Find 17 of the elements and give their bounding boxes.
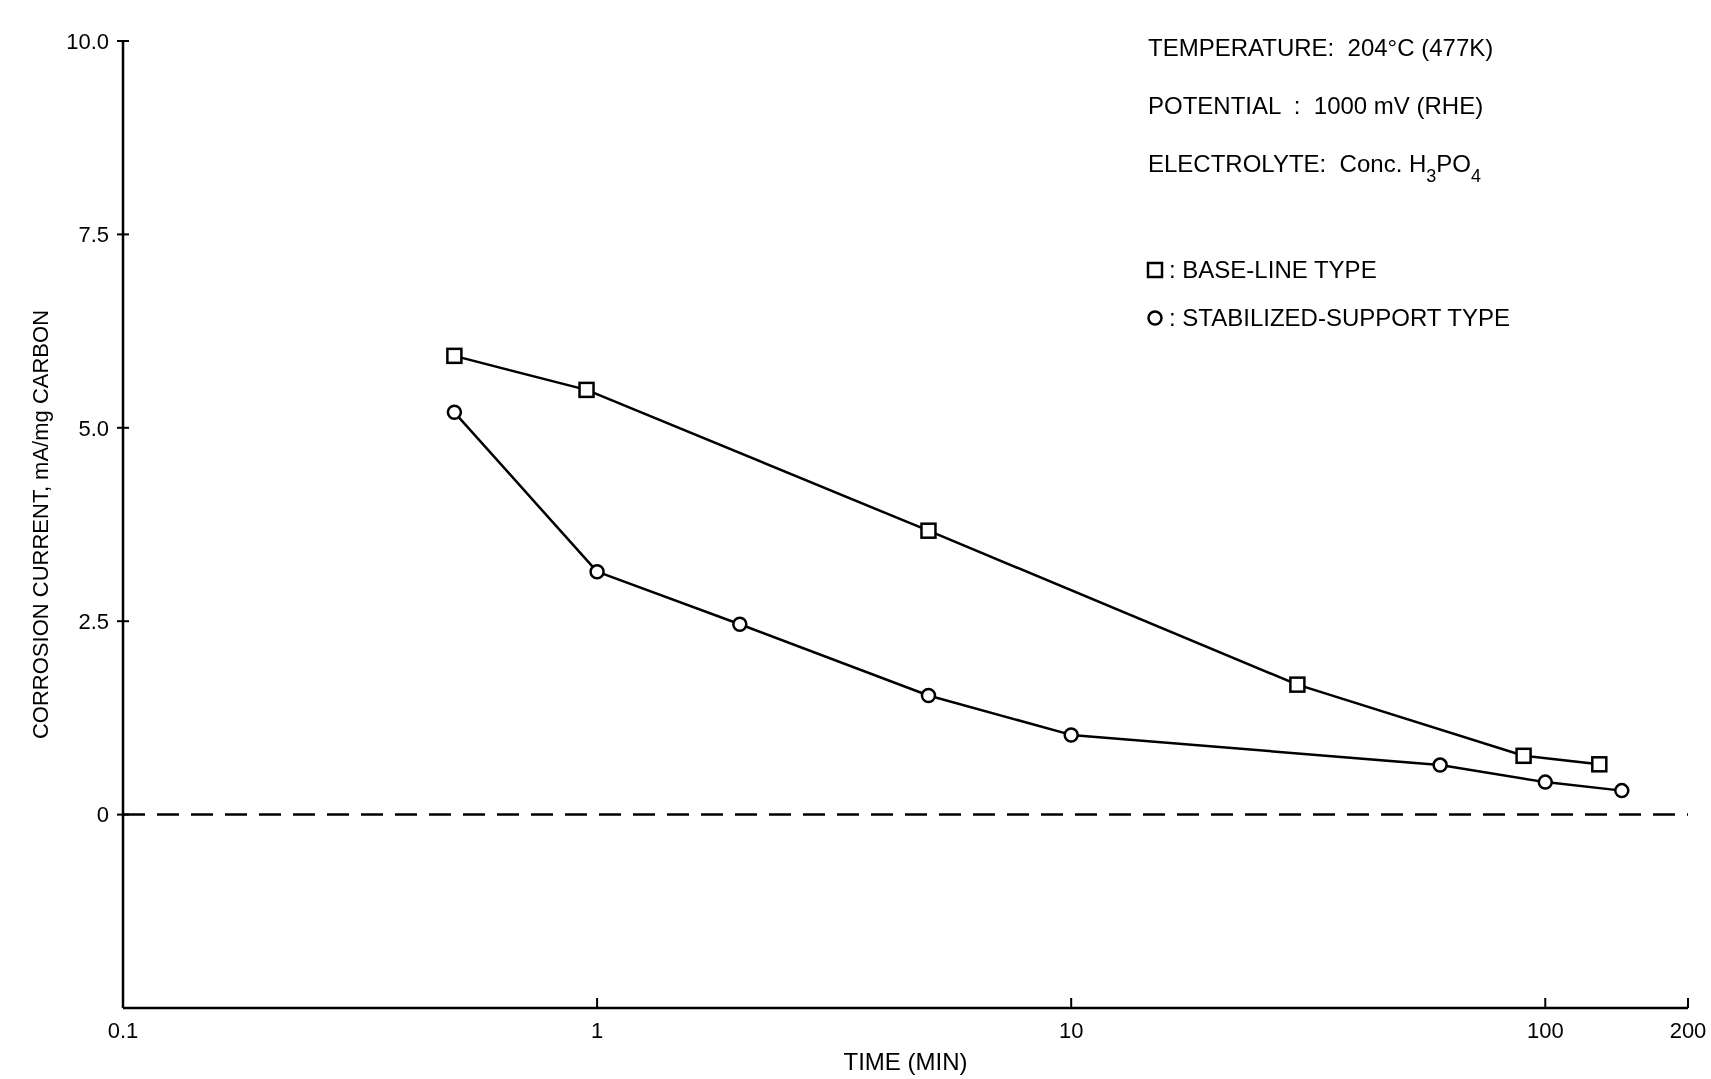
- y-tick-label: 10.0: [66, 28, 109, 54]
- y-tick-label: 0: [96, 802, 109, 828]
- x-tick-label: 0.1: [107, 1018, 139, 1043]
- x-tick-label: 200: [1669, 1018, 1707, 1043]
- annotation: TEMPERATURE: 204°C (477K): [1148, 34, 1494, 61]
- x-tick-label: 100: [1526, 1018, 1564, 1043]
- legend-label: : BASE-LINE TYPE: [1169, 256, 1377, 284]
- y-axis-title: CORROSION CURRENT, mA/mg CARBON: [28, 309, 53, 740]
- annotation: ELECTROLYTE: Conc. H$_{3}$PO$_{4}$: [1148, 150, 1482, 186]
- x-axis-title: TIME (MIN): [843, 1048, 968, 1075]
- annotation: POTENTIAL : 1000 mV (RHE): [1148, 92, 1484, 119]
- x-tick-label: 1: [590, 1018, 604, 1043]
- y-tick-label: 2.5: [78, 608, 109, 634]
- y-tick-label: 5.0: [78, 415, 109, 441]
- x-tick-label: 10: [1058, 1018, 1084, 1043]
- legend-label: : STABILIZED-SUPPORT TYPE: [1169, 304, 1510, 332]
- y-tick-label: 7.5: [78, 222, 109, 248]
